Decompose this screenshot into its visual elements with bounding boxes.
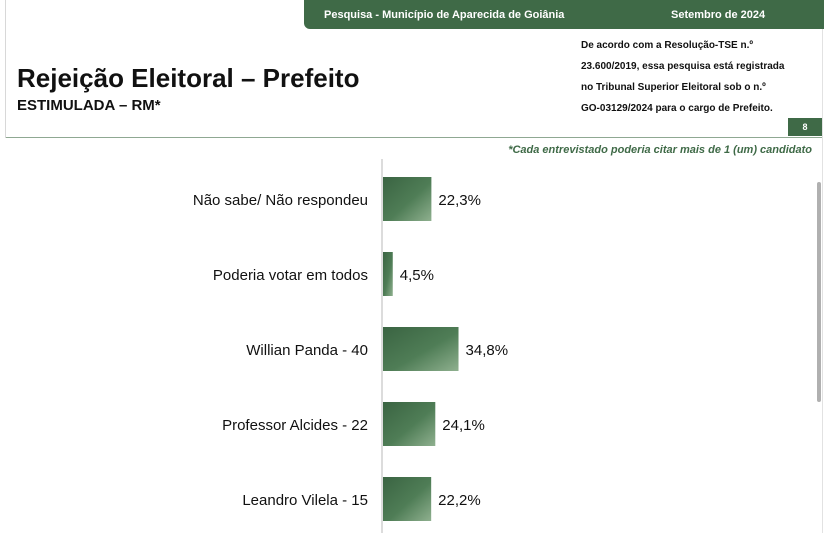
category-label: Leandro Vilela - 15 — [242, 492, 368, 509]
chart-footnote: *Cada entrevistado poderia citar mais de… — [508, 144, 812, 156]
scrollbar[interactable] — [817, 182, 821, 402]
legal-line: De acordo com a Resolução-TSE n.º — [581, 40, 754, 51]
right-border — [822, 0, 823, 533]
rejection-bar-chart: Não sabe/ Não respondeu 22,3% Poderia vota… — [193, 159, 508, 533]
survey-date: Setembro de 2024 — [671, 9, 766, 21]
value-label: 34,8% — [466, 342, 509, 359]
bar — [383, 252, 393, 296]
value-label: 24,1% — [442, 417, 485, 434]
bar — [383, 402, 436, 446]
page-number: 8 — [788, 118, 822, 136]
category-label: Não sabe/ Não respondeu — [193, 192, 368, 209]
category-label: Willian Panda - 40 — [246, 342, 368, 359]
legal-notice: De acordo com a Resolução-TSE n.º 23.600… — [581, 35, 811, 119]
category-label: Professor Alcides - 22 — [222, 417, 368, 434]
bar — [383, 327, 459, 371]
value-label: 4,5% — [400, 267, 434, 284]
value-label: 22,2% — [438, 492, 481, 509]
legal-line: 23.600/2019, essa pesquisa está registra… — [581, 61, 785, 72]
survey-banner: Pesquisa - Município de Aparecida de Goi… — [304, 0, 824, 29]
header-divider — [6, 137, 822, 138]
value-label: 22,3% — [438, 192, 481, 209]
legal-line: GO-03129/2024 para o cargo de Prefeito. — [581, 103, 773, 114]
page-title: Rejeição Eleitoral – Prefeito — [17, 63, 360, 93]
bar — [383, 177, 432, 221]
category-label: Poderia votar em todos — [213, 267, 368, 284]
bar-series: Não sabe/ Não respondeu 22,3% Poderia vota… — [193, 177, 508, 521]
bar — [383, 477, 432, 521]
survey-name: Pesquisa - Município de Aparecida de Goi… — [324, 9, 565, 21]
left-border — [5, 0, 6, 138]
page-subtitle: ESTIMULADA – RM* — [17, 97, 161, 114]
legal-line: no Tribunal Superior Eleitoral sob o n.º — [581, 82, 766, 93]
